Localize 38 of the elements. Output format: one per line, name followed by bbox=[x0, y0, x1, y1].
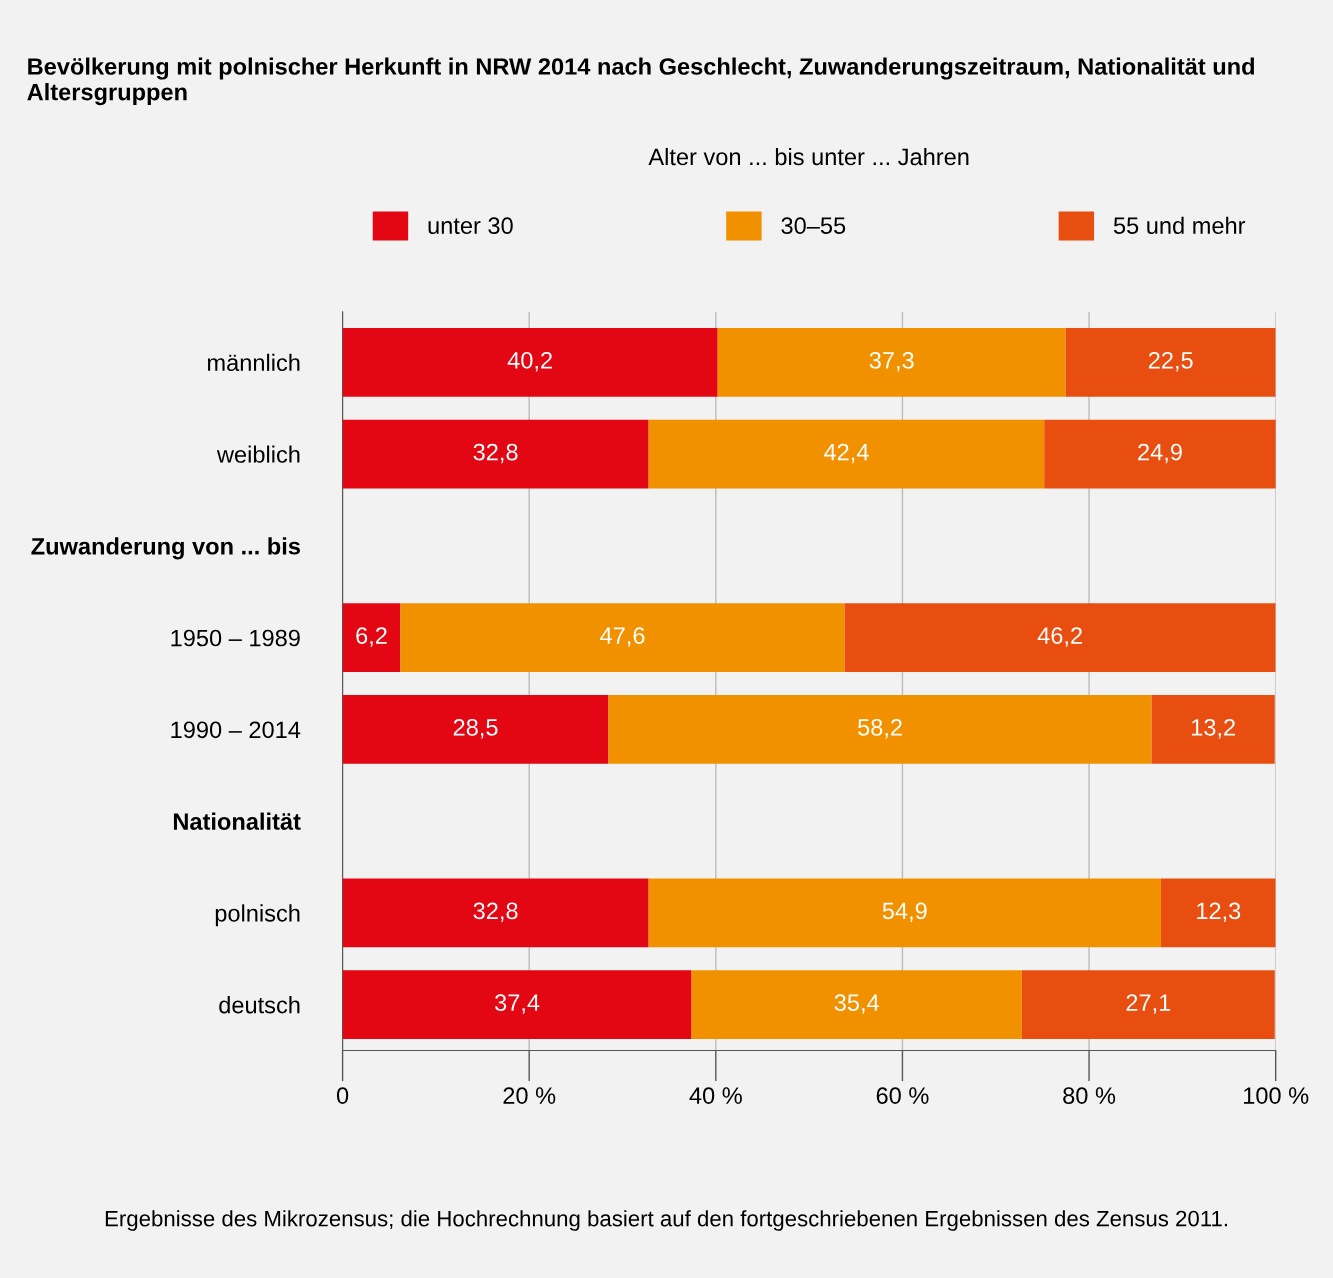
x-tick-label: 20 % bbox=[503, 1087, 556, 1104]
y-tick-label: männlich bbox=[208, 353, 300, 372]
data-label: 13,2 bbox=[1191, 718, 1235, 739]
y-tick-label: 1990 – 2014 bbox=[171, 721, 301, 739]
y-tick-label: Zuwanderung von ... bis bbox=[31, 537, 300, 560]
data-label: 37,3 bbox=[869, 351, 914, 372]
data-label: 35,4 bbox=[834, 994, 880, 1014]
legend-label: unter 30 bbox=[428, 217, 513, 235]
y-tick-label: polnisch bbox=[215, 904, 300, 927]
x-tick-label: 60 % bbox=[876, 1087, 929, 1104]
data-label: 28,5 bbox=[453, 718, 498, 739]
data-label: 42,4 bbox=[824, 443, 869, 464]
y-tick-label: Nationalität bbox=[173, 812, 301, 830]
y-tick-label: 1950 – 1989 bbox=[171, 629, 300, 647]
data-label: 12,3 bbox=[1197, 902, 1241, 922]
data-label: 46,2 bbox=[1037, 627, 1082, 647]
x-tick-label: 40 % bbox=[689, 1087, 742, 1104]
data-label: 32,8 bbox=[473, 443, 518, 464]
data-label: 24,9 bbox=[1138, 443, 1182, 464]
legend-title: Alter von ... bis unter ... Jahren bbox=[648, 147, 969, 166]
legend-label: 30–55 bbox=[781, 217, 846, 235]
data-label: 32,8 bbox=[473, 902, 518, 922]
x-tick-label: 0 bbox=[336, 1087, 349, 1104]
data-label: 6,2 bbox=[356, 627, 387, 647]
x-tick-label: 80 % bbox=[1063, 1087, 1116, 1104]
y-tick-label: deutsch bbox=[219, 996, 300, 1014]
y-tick-label: weiblich bbox=[216, 445, 300, 463]
legend-label: 55 und mehr bbox=[1113, 216, 1246, 235]
data-label: 47,6 bbox=[600, 627, 645, 647]
data-label: 40,2 bbox=[507, 351, 552, 372]
text: Ergebnisse des Mikrozensus; die Hochrechnung basiert auf den fortgeschriebenen Ergebnissen des Zensus 2011. bbox=[105, 1210, 1227, 1231]
data-label: 37,4 bbox=[495, 994, 540, 1014]
x-tick-label: 100 % bbox=[1244, 1087, 1309, 1104]
data-label: 22,5 bbox=[1148, 351, 1193, 372]
chart-title: Bevölkerung mit polnischer Herkunft in NRW 2014 nach Geschlecht, Zuwanderungszeitraum, Nationalität und Altersgruppen bbox=[27, 57, 1254, 106]
data-label: 27,1 bbox=[1126, 994, 1171, 1014]
data-label: 58,2 bbox=[858, 718, 902, 739]
data-label: 54,9 bbox=[882, 902, 927, 922]
